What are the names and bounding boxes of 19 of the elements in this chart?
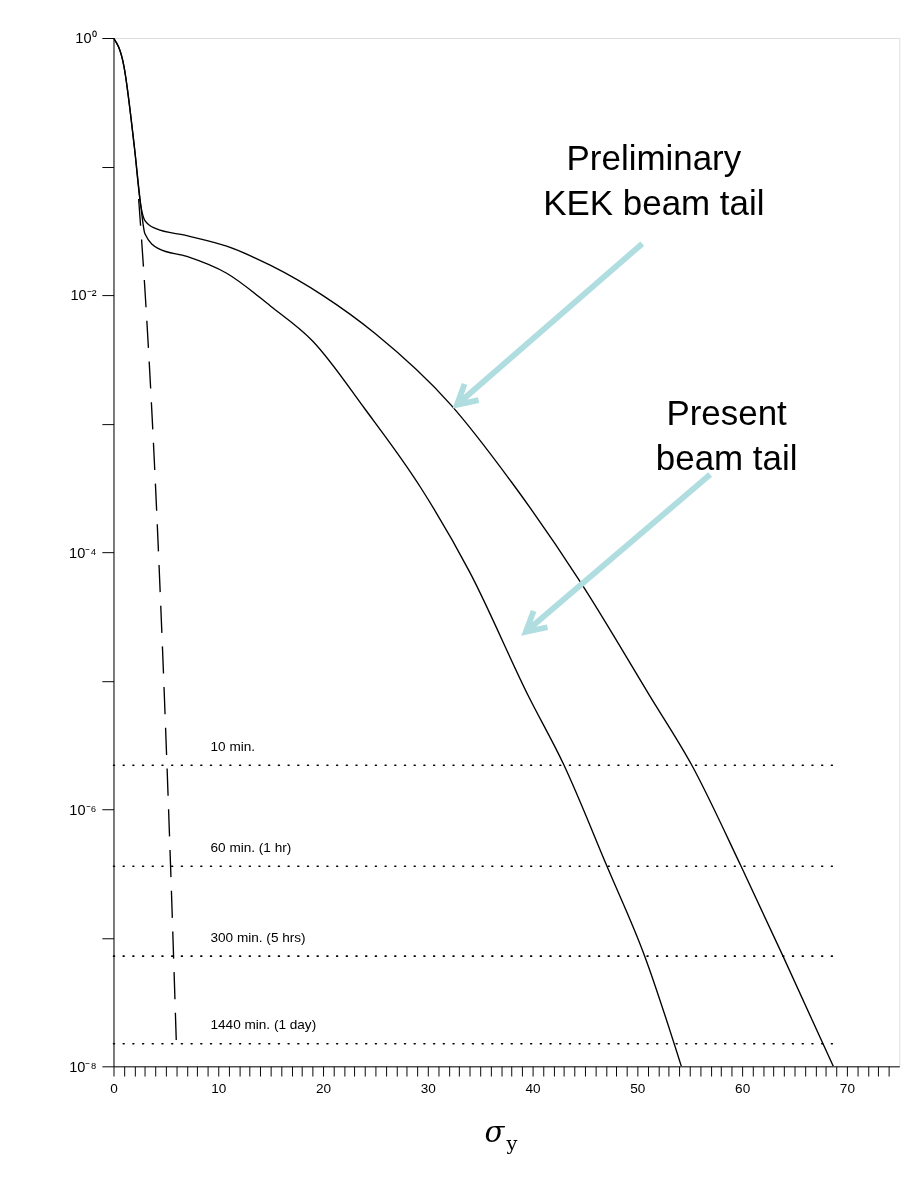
x-tick-label: 40 [525,1081,542,1097]
x-tick-label: 0 [110,1081,119,1097]
annotation: Present beam tail [655,393,798,477]
ref-line-label: 60 min. (1 hr) [210,839,292,855]
x-tick-label: 20 [315,1081,332,1097]
y-tick-label: 10⁰ [75,30,97,47]
y-tick-label: 10⁻⁸ [69,1058,97,1075]
y-tick-label: 10⁻⁶ [69,801,97,818]
x-tick-label: 30 [420,1081,437,1097]
y-tick-label: 10⁻² [70,287,97,304]
annotation: Preliminary KEK beam tail [543,137,765,222]
y-tick-label: 10⁻⁴ [69,544,97,561]
x-tick-label: 10 [211,1081,227,1097]
x-tick-label: 70 [839,1081,856,1097]
x-tick-label: 50 [630,1081,646,1097]
ref-line-label: 300 min. (5 hrs) [210,929,306,945]
ref-line-label: 1440 min. (1 day) [210,1017,317,1033]
x-tick-label: 60 [735,1081,751,1097]
ref-line-label: 10 min. [210,738,256,754]
